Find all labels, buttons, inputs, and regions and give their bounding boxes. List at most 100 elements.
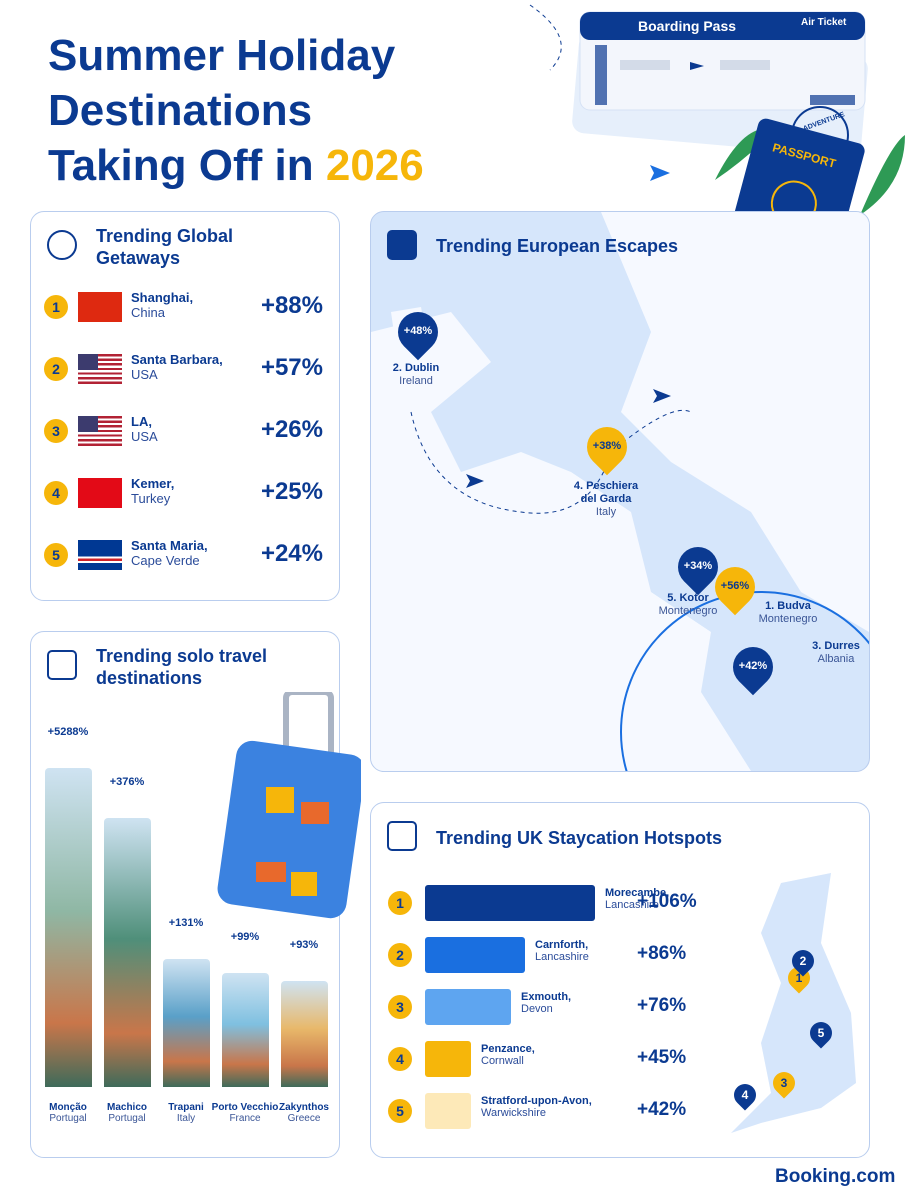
uk-bar: [425, 937, 525, 973]
change-value: +86%: [637, 943, 687, 964]
place: Santa Barbara, USA: [131, 352, 223, 382]
destination-image: [45, 768, 92, 1087]
main-title: Summer Holiday Destinations Taking Off i…: [48, 28, 424, 193]
pin-label: 3. Durres Albania: [796, 640, 869, 666]
uk-card: Trending UK Staycation Hotspots 1 2 3 4 5 1 M…: [370, 802, 870, 1158]
place-name: Shanghai,: [131, 290, 194, 305]
pin-country: Montenegro: [758, 613, 818, 625]
place-region: Devon: [521, 1003, 553, 1015]
pin-value: +56%: [720, 580, 750, 592]
rank-badge: 1: [388, 891, 412, 915]
pin-name: 5. Kotor: [667, 592, 709, 604]
destination-city: Trapani: [168, 1102, 204, 1113]
rank-badge: 4: [44, 481, 68, 505]
ticket-label: Air Ticket: [801, 17, 847, 28]
change-value: +26%: [260, 416, 323, 443]
card-title: Trending European Escapes: [436, 236, 679, 256]
change-value: +24%: [260, 540, 323, 567]
flag: [78, 416, 122, 446]
pin-rank: 2: [799, 954, 807, 968]
sticker: [266, 787, 294, 813]
pin-value: +34%: [683, 560, 713, 572]
destination-country: Portugal: [49, 1113, 87, 1124]
pin-value: +48%: [403, 325, 433, 337]
destination-country: Greece: [287, 1113, 321, 1124]
route: [410, 409, 692, 514]
flag: [78, 478, 122, 508]
destination-image: [222, 973, 269, 1087]
pin-name: 1. Budva: [765, 600, 811, 612]
place-name: LA,: [131, 414, 152, 429]
sticker: [291, 872, 317, 896]
solo-card: Trending solo travel destinations +5288%…: [30, 631, 361, 1158]
pass-line: [720, 60, 770, 70]
place-name: Stratford-upon-Avon,: [481, 1095, 592, 1107]
rank-badge: 3: [44, 419, 68, 443]
pin-label: 2. Dublin Ireland: [376, 362, 456, 388]
destination-label: Porto Vecchio France: [210, 1102, 280, 1124]
destination-city: Monção: [49, 1102, 87, 1113]
title-line: Destinations: [48, 86, 313, 135]
change-value: +76%: [637, 995, 687, 1016]
pin-name: 4. Peschiera del Garda: [573, 480, 639, 505]
place-name: Santa Barbara,: [131, 352, 223, 367]
globe-icon: [47, 230, 77, 260]
destination-label: Machico Portugal: [92, 1102, 162, 1124]
destination-country: France: [229, 1113, 261, 1124]
barcode: [810, 95, 855, 105]
uk-bar: [425, 885, 595, 921]
card-title: Trending Global Getaways: [96, 226, 234, 268]
pin-rank: 5: [817, 1026, 825, 1040]
place: Carnforth, Lancashire: [535, 939, 589, 963]
place: Kemer, Turkey: [131, 476, 174, 506]
change-value: +57%: [260, 354, 323, 381]
destination-image: [104, 818, 151, 1087]
change-value: +99%: [230, 931, 260, 943]
place: LA, USA: [131, 414, 158, 444]
place: Morecambe, Lancashire: [605, 887, 669, 911]
destination-image: [281, 981, 328, 1087]
destination-label: Trapani Italy: [151, 1102, 221, 1124]
global-card: Trending Global Getaways 1 Shanghai, China…: [30, 211, 340, 601]
uk-bar: [425, 1041, 471, 1077]
place-name: Santa Maria,: [131, 538, 208, 553]
title-year: 2026: [325, 141, 424, 190]
place-region: Lancashire: [535, 951, 589, 963]
destination-city: Zakynthos: [278, 1102, 329, 1113]
title-line: Summer Holiday: [48, 31, 396, 80]
sticker: [256, 862, 286, 882]
place-name: Carnforth,: [535, 939, 589, 951]
change-value: +93%: [289, 939, 319, 951]
pin-rank: 1: [795, 971, 803, 985]
place-region: Lancashire: [605, 899, 659, 911]
home-icon: [387, 821, 417, 851]
pin-country: Italy: [595, 506, 617, 518]
rank-badge: 3: [388, 995, 412, 1019]
destination-country: Italy: [176, 1113, 196, 1124]
change-value: +25%: [260, 478, 323, 505]
case-body: [217, 740, 361, 919]
pin-label: 4. Peschiera del Garda Italy: [566, 480, 646, 519]
land: [601, 212, 869, 632]
destination-city: Porto Vecchio: [211, 1102, 279, 1113]
flag-canton: [78, 354, 98, 370]
pin-name: 3. Durres: [812, 640, 860, 652]
place: Stratford-upon-Avon, Warwickshire: [481, 1095, 592, 1119]
place-region: USA: [131, 429, 158, 444]
flag: [78, 540, 122, 570]
plane-icon: [650, 165, 670, 181]
place-region: Warwickshire: [481, 1107, 546, 1119]
brand-logo: Booking.com: [775, 1166, 896, 1187]
suitcase: [217, 692, 361, 919]
pin-label: 5. Kotor Montenegro: [648, 592, 728, 618]
card-title: Trending UK Staycation Hotspots: [436, 828, 723, 848]
pin-name: 2. Dublin: [392, 362, 440, 374]
destination-image: [163, 959, 210, 1087]
pin-label: 1. Budva Montenegro: [748, 600, 828, 626]
flag: [78, 292, 122, 322]
change-value: +376%: [109, 776, 145, 788]
place-region: Turkey: [131, 491, 171, 506]
pin-country: Ireland: [399, 375, 433, 387]
place: Shanghai, China: [131, 290, 193, 320]
